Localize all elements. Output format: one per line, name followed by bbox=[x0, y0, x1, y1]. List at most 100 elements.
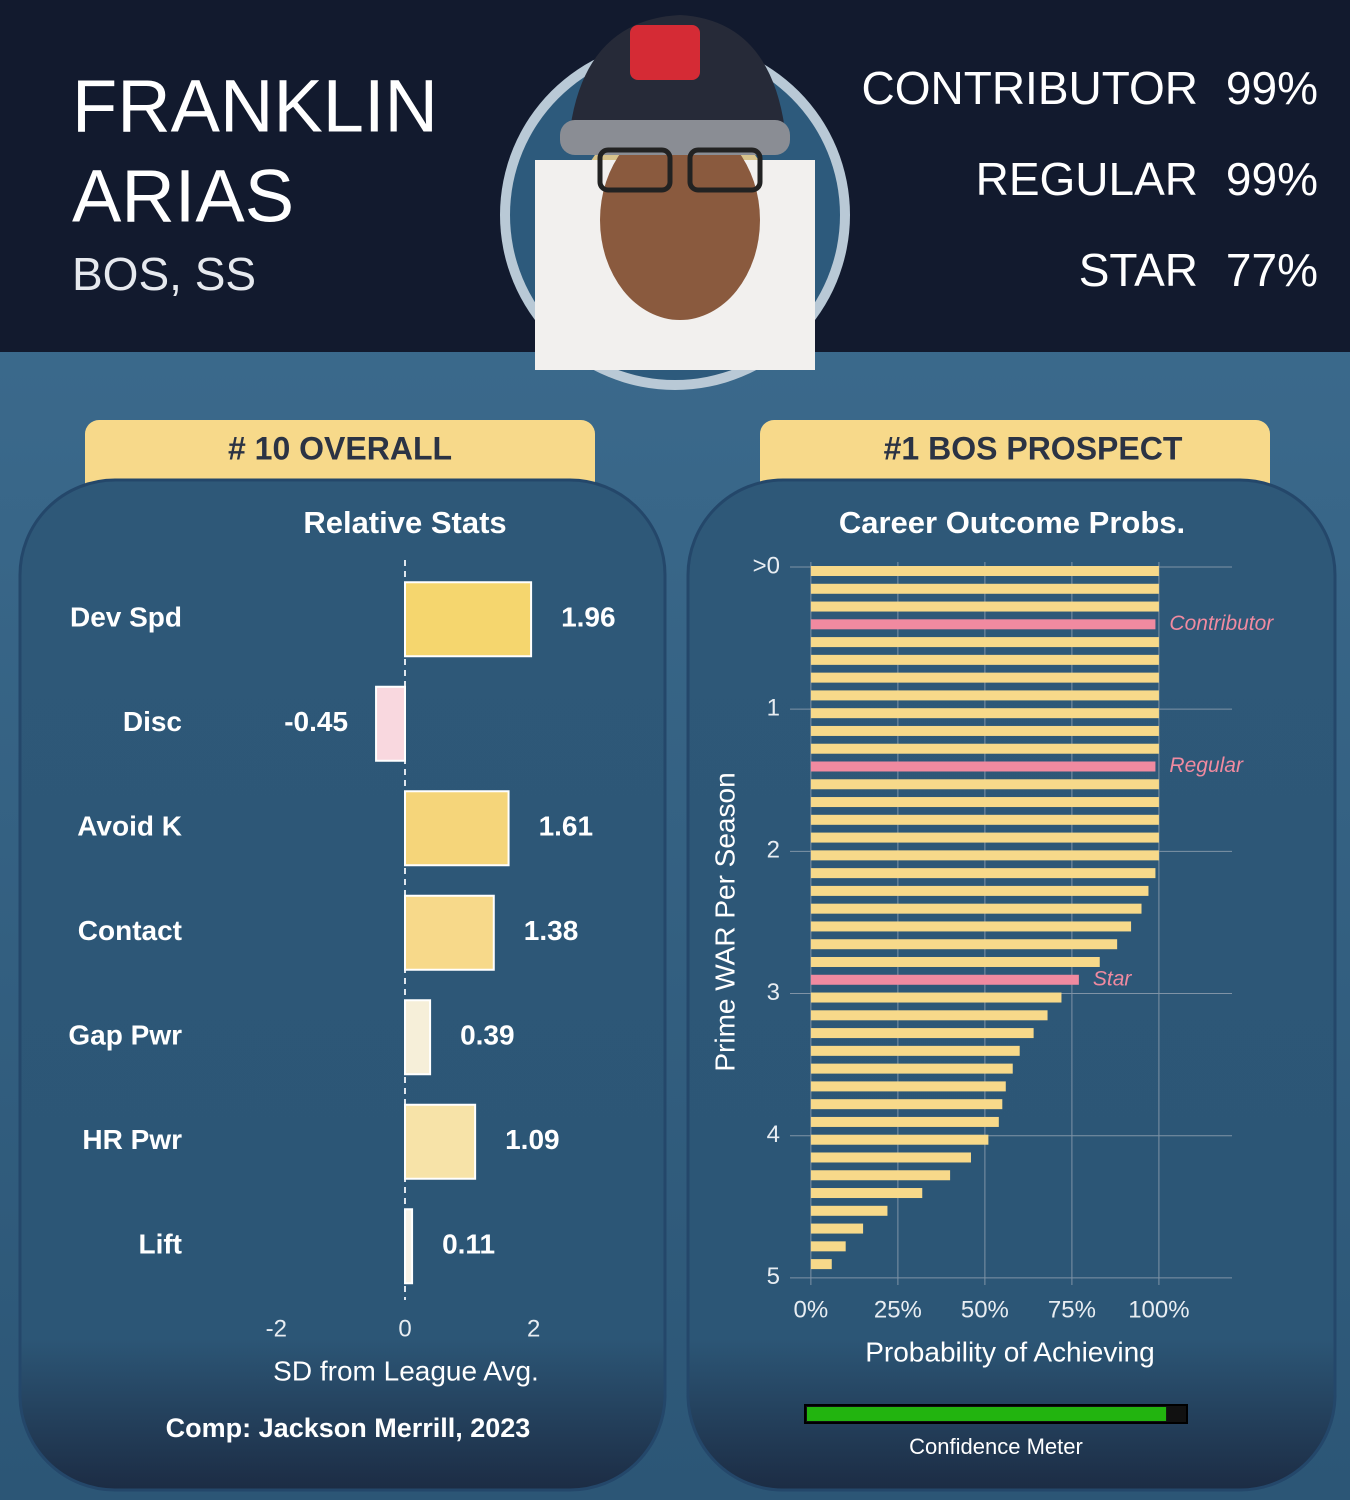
category-label: Disc bbox=[123, 706, 182, 737]
bar bbox=[810, 1010, 1048, 1021]
badge-label: # 10 OVERALL bbox=[228, 430, 452, 466]
category-label: Dev Spd bbox=[70, 602, 182, 633]
bar bbox=[810, 1223, 864, 1234]
outcome-label: REGULAR bbox=[976, 153, 1198, 205]
bar bbox=[810, 1045, 1020, 1056]
category-label: Contact bbox=[78, 915, 182, 946]
meter-fill bbox=[807, 1407, 1167, 1421]
bar bbox=[810, 1134, 989, 1145]
bar bbox=[375, 685, 406, 762]
bar bbox=[810, 1116, 999, 1127]
x-tick-label: 0 bbox=[398, 1315, 411, 1342]
bar bbox=[810, 956, 1100, 967]
chart-title: Relative Stats bbox=[303, 505, 506, 540]
bar bbox=[810, 708, 1159, 719]
y-tick-label: 4 bbox=[767, 1121, 780, 1148]
bar bbox=[810, 1259, 832, 1270]
bar bbox=[810, 832, 1159, 843]
highlight-label: Contributor bbox=[1169, 612, 1274, 635]
outcome-value: 99% bbox=[1226, 62, 1318, 114]
bar bbox=[810, 1099, 1003, 1110]
bar bbox=[810, 1081, 1006, 1092]
value-label: 1.38 bbox=[524, 915, 579, 946]
x-tick-label: 0% bbox=[794, 1296, 829, 1323]
bar bbox=[404, 894, 495, 971]
bar bbox=[810, 939, 1118, 950]
bar bbox=[810, 850, 1159, 861]
player-name: FRANKLIN bbox=[72, 65, 438, 148]
bar bbox=[810, 1170, 951, 1181]
bar bbox=[810, 654, 1159, 665]
x-axis-label: Probability of Achieving bbox=[865, 1336, 1155, 1367]
panel bbox=[18, 478, 667, 1492]
x-tick-label: 50% bbox=[961, 1296, 1009, 1323]
outcomes: CONTRIBUTOR 99% REGULAR 99% STAR 77% bbox=[862, 62, 1319, 296]
outcome-label: CONTRIBUTOR bbox=[862, 62, 1199, 114]
bar bbox=[810, 690, 1159, 701]
bar bbox=[810, 761, 1156, 772]
value-label: 1.09 bbox=[505, 1124, 559, 1155]
y-tick-label: >0 bbox=[753, 552, 780, 579]
value-label: 1.61 bbox=[539, 811, 594, 842]
y-tick-label: 1 bbox=[767, 695, 780, 722]
value-label: 1.96 bbox=[561, 602, 616, 633]
x-tick-label: -2 bbox=[266, 1315, 287, 1342]
bar bbox=[810, 1205, 888, 1216]
category-label: Lift bbox=[138, 1229, 182, 1260]
bar bbox=[404, 1208, 414, 1285]
bar bbox=[810, 885, 1149, 896]
bar bbox=[810, 921, 1132, 932]
bar bbox=[810, 1152, 971, 1163]
y-axis-label: Prime WAR Per Season bbox=[709, 772, 740, 1071]
category-label: HR Pwr bbox=[82, 1124, 182, 1155]
player-photo bbox=[500, 15, 850, 390]
bar bbox=[810, 779, 1159, 790]
team-position: BOS, SS bbox=[72, 248, 256, 300]
outcome-value: 77% bbox=[1226, 244, 1318, 296]
bar bbox=[810, 868, 1156, 879]
category-label: Avoid K bbox=[77, 811, 182, 842]
bar bbox=[810, 1028, 1034, 1039]
bar bbox=[810, 601, 1159, 612]
bar bbox=[810, 619, 1156, 630]
x-tick-label: 75% bbox=[1048, 1296, 1096, 1323]
y-tick-label: 2 bbox=[767, 837, 780, 864]
bar bbox=[404, 790, 510, 867]
bar bbox=[810, 814, 1159, 825]
outcome-value: 99% bbox=[1226, 153, 1318, 205]
bar bbox=[404, 999, 432, 1076]
bar bbox=[810, 1241, 846, 1252]
value-label: 0.11 bbox=[442, 1229, 495, 1260]
bar bbox=[810, 1063, 1013, 1074]
meter-label: Confidence Meter bbox=[909, 1434, 1083, 1459]
bar bbox=[810, 566, 1159, 576]
y-tick-label: 5 bbox=[767, 1263, 780, 1290]
player-name: ARIAS bbox=[72, 155, 294, 238]
bar bbox=[404, 1103, 477, 1180]
bar bbox=[810, 974, 1079, 985]
bar bbox=[810, 797, 1159, 808]
highlight-label: Star bbox=[1093, 967, 1133, 990]
bar bbox=[810, 583, 1159, 594]
x-tick-label: 25% bbox=[874, 1296, 922, 1323]
value-label: -0.45 bbox=[284, 706, 348, 737]
x-axis-label: SD from League Avg. bbox=[273, 1355, 539, 1386]
bar bbox=[810, 1188, 923, 1199]
bar bbox=[404, 581, 533, 658]
value-label: 0.39 bbox=[460, 1020, 514, 1051]
outcome-label: STAR bbox=[1079, 244, 1198, 296]
bar bbox=[810, 725, 1159, 736]
annotation: Comp: Jackson Merrill, 2023 bbox=[166, 1413, 531, 1443]
highlight-label: Regular bbox=[1169, 754, 1244, 777]
badge-label: #1 BOS PROSPECT bbox=[884, 430, 1183, 466]
x-tick-label: 100% bbox=[1128, 1296, 1189, 1323]
chart-title: Career Outcome Probs. bbox=[839, 505, 1185, 540]
bar bbox=[810, 743, 1159, 754]
bar bbox=[810, 903, 1142, 914]
y-tick-label: 3 bbox=[767, 979, 780, 1006]
bar bbox=[810, 992, 1062, 1003]
bar bbox=[810, 672, 1159, 683]
x-tick-label: 2 bbox=[527, 1315, 540, 1342]
category-label: Gap Pwr bbox=[68, 1020, 182, 1051]
